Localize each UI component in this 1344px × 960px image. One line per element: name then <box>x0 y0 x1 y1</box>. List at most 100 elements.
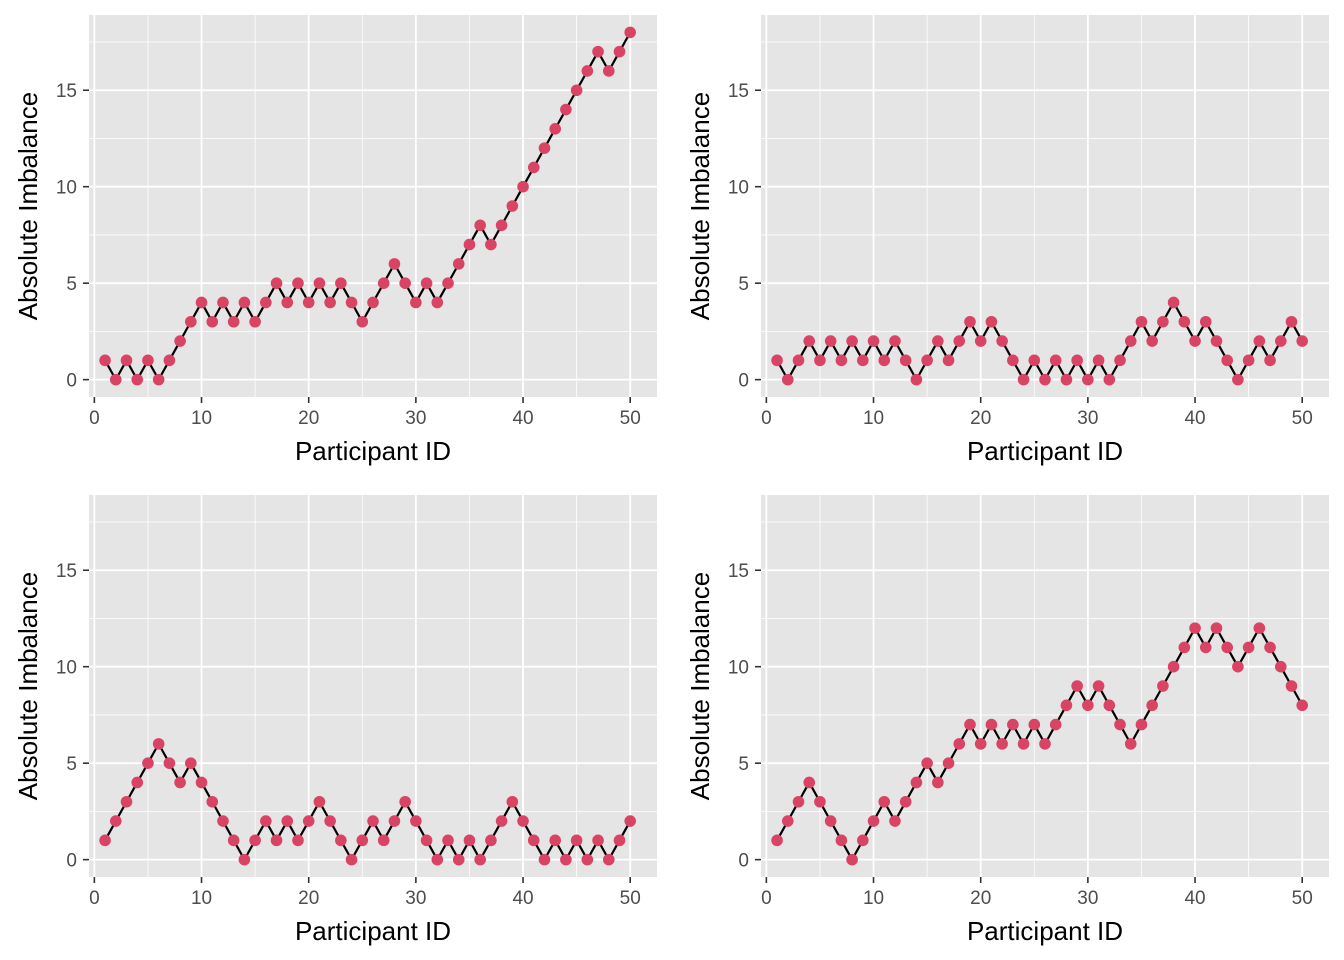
data-point <box>356 834 369 847</box>
data-point <box>185 757 197 769</box>
data-point <box>131 776 144 789</box>
x-tick-label: 0 <box>761 408 772 429</box>
data-point <box>581 65 594 77</box>
data-point <box>324 815 336 827</box>
data-point <box>238 853 251 866</box>
x-tick-label: 20 <box>970 408 991 429</box>
data-point <box>781 815 794 827</box>
data-point <box>1049 354 1062 367</box>
data-point <box>1124 738 1137 750</box>
data-point <box>120 354 133 367</box>
data-point <box>185 315 197 328</box>
data-point <box>964 315 976 328</box>
data-point <box>538 853 551 866</box>
data-point <box>142 354 154 367</box>
data-point <box>1285 680 1298 692</box>
data-point <box>260 296 272 309</box>
data-point <box>910 776 923 789</box>
x-tick-label: 40 <box>512 888 533 909</box>
data-point <box>217 296 229 309</box>
data-point <box>345 853 358 866</box>
data-point <box>846 853 858 866</box>
data-point <box>367 296 379 309</box>
data-point <box>560 853 572 866</box>
data-point <box>1210 622 1223 634</box>
data-point <box>302 815 315 827</box>
data-point <box>1242 354 1255 367</box>
data-point <box>1114 718 1126 731</box>
data-point <box>474 853 486 866</box>
data-point <box>1028 354 1041 367</box>
data-point <box>442 834 454 847</box>
data-point <box>1167 660 1180 673</box>
data-point <box>878 354 891 367</box>
data-point <box>120 795 133 808</box>
data-point <box>335 834 347 847</box>
data-point <box>238 296 251 309</box>
data-point <box>174 335 186 347</box>
data-point <box>527 834 540 847</box>
data-point <box>1028 718 1041 731</box>
chart-panel-4: 0 10 20 30 40 50 0 5 10 15 Participant ID Absolute … <box>685 495 1329 946</box>
data-point <box>878 795 891 808</box>
panel-background <box>761 495 1329 877</box>
data-point <box>1264 354 1276 367</box>
data-point <box>781 373 794 386</box>
data-point <box>867 815 880 827</box>
data-point <box>302 296 315 309</box>
data-point <box>174 776 186 789</box>
data-point <box>410 815 422 827</box>
data-point <box>792 354 805 367</box>
x-tick-label: 20 <box>298 888 319 909</box>
data-point <box>1264 641 1276 654</box>
data-point <box>217 815 229 827</box>
chart-panel-3: 0 10 20 30 40 50 0 5 10 15 Participant ID Absolute … <box>13 495 657 946</box>
data-point <box>1210 335 1223 347</box>
data-point <box>195 776 208 789</box>
data-point <box>803 335 816 347</box>
data-point <box>517 815 529 827</box>
data-point <box>921 757 933 769</box>
data-point <box>195 296 208 309</box>
data-point <box>1189 622 1201 634</box>
data-point <box>613 45 626 58</box>
data-point <box>602 65 615 77</box>
data-point <box>420 277 433 289</box>
x-tick-label: 0 <box>89 888 100 909</box>
x-tick-label: 10 <box>863 888 884 909</box>
y-tick-label: 5 <box>66 274 77 295</box>
data-point <box>485 238 497 251</box>
y-tick-label: 10 <box>728 178 749 199</box>
data-point <box>1114 354 1126 367</box>
panel-background <box>89 495 657 877</box>
data-point <box>495 219 508 232</box>
data-point <box>431 296 444 309</box>
data-point <box>377 834 390 847</box>
data-point <box>857 834 869 847</box>
data-point <box>1071 354 1083 367</box>
chart-panel-2: 0 10 20 30 40 50 0 5 10 15 Participant ID Absolute … <box>685 15 1329 466</box>
data-point <box>1135 718 1148 731</box>
data-point <box>367 815 379 827</box>
data-point <box>474 219 486 232</box>
data-point <box>442 277 454 289</box>
data-point <box>1274 335 1287 347</box>
data-point <box>899 354 912 367</box>
data-point <box>452 258 465 270</box>
y-tick-label: 0 <box>66 371 77 392</box>
data-point <box>1232 660 1244 673</box>
data-point <box>835 354 848 367</box>
data-point <box>345 296 358 309</box>
data-point <box>889 815 901 827</box>
x-tick-label: 40 <box>512 408 533 429</box>
data-point <box>824 815 837 827</box>
data-point <box>1296 335 1309 347</box>
x-tick-label: 0 <box>761 888 772 909</box>
x-tick-label: 50 <box>620 888 641 909</box>
y-tick-label: 5 <box>738 274 749 295</box>
data-point <box>1039 373 1051 386</box>
x-tick-label: 20 <box>970 888 991 909</box>
data-point <box>1007 354 1019 367</box>
data-point <box>803 776 816 789</box>
